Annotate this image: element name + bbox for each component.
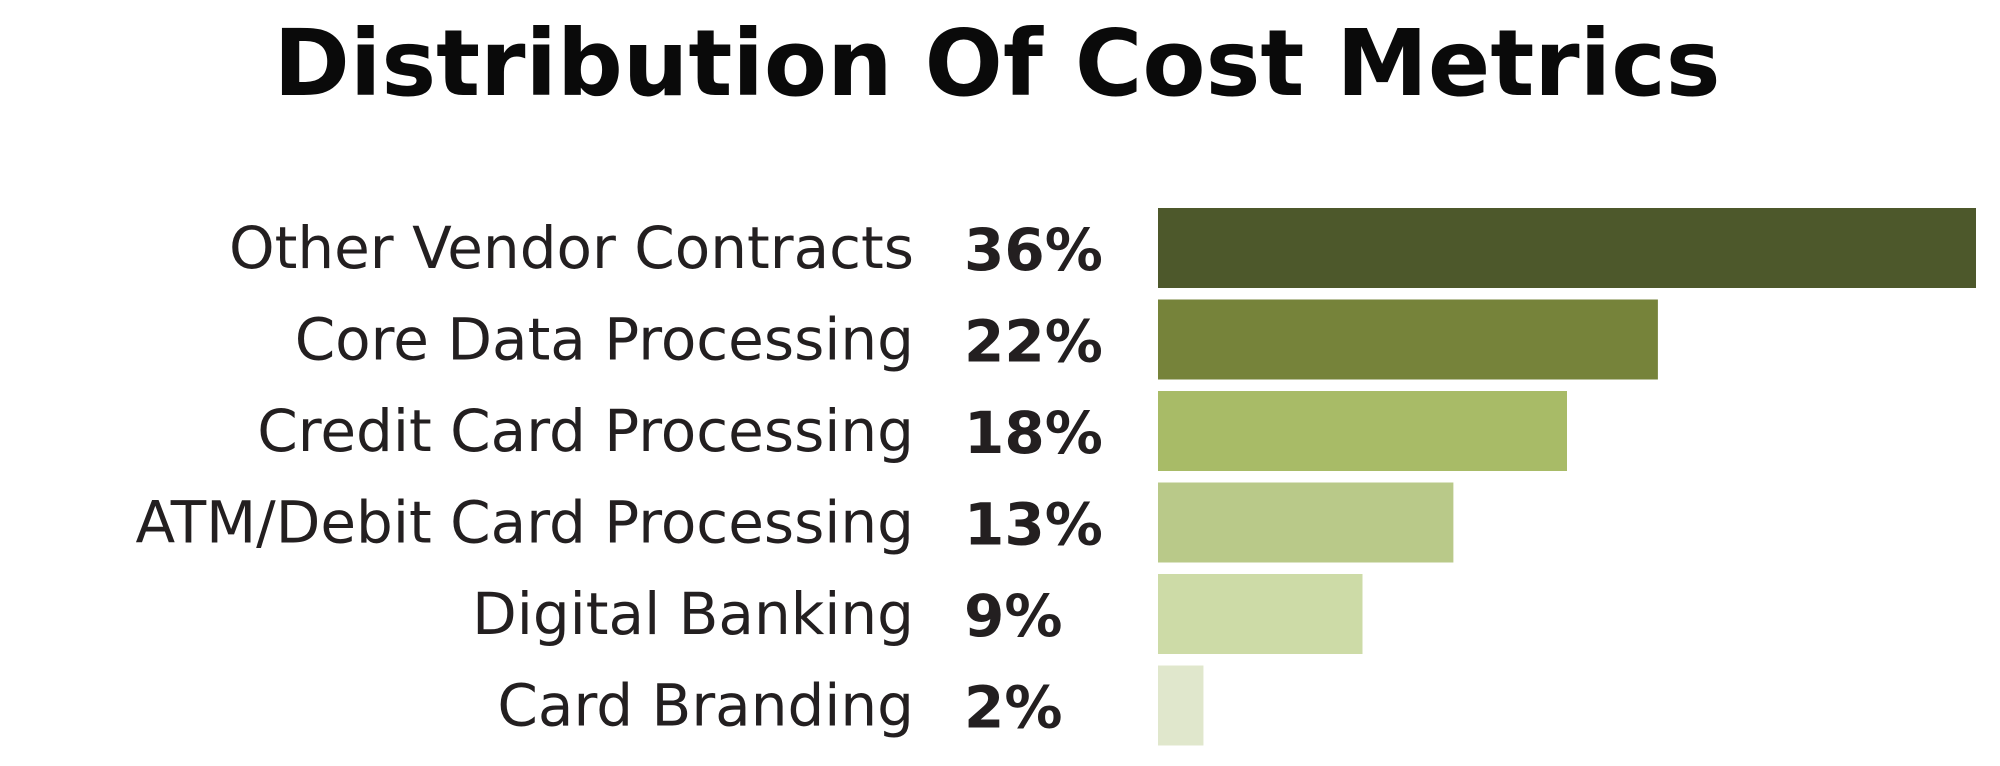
category-label: Core Data Processing [295,306,914,374]
bar [1158,391,1567,471]
chart-title: Distribution Of Cost Metrics [273,10,1720,117]
bar [1158,208,1976,288]
category-label: Digital Banking [472,580,914,648]
value-label: 9% [964,582,1062,650]
bar [1158,482,1454,563]
value-label: 13% [964,491,1103,559]
bar-rows: Other Vendor Contracts 36% Core Data Proce… [136,208,1976,746]
category-label: Card Branding [497,672,914,740]
bar [1158,574,1363,654]
value-label: 22% [964,308,1103,376]
bar [1158,299,1658,380]
category-label: Other Vendor Contracts [229,214,914,282]
value-label: 18% [964,399,1103,467]
value-label: 36% [964,216,1103,284]
bar [1158,665,1204,746]
category-label: Credit Card Processing [257,397,914,465]
category-label: ATM/Debit Card Processing [136,489,914,557]
value-label: 2% [964,674,1062,742]
